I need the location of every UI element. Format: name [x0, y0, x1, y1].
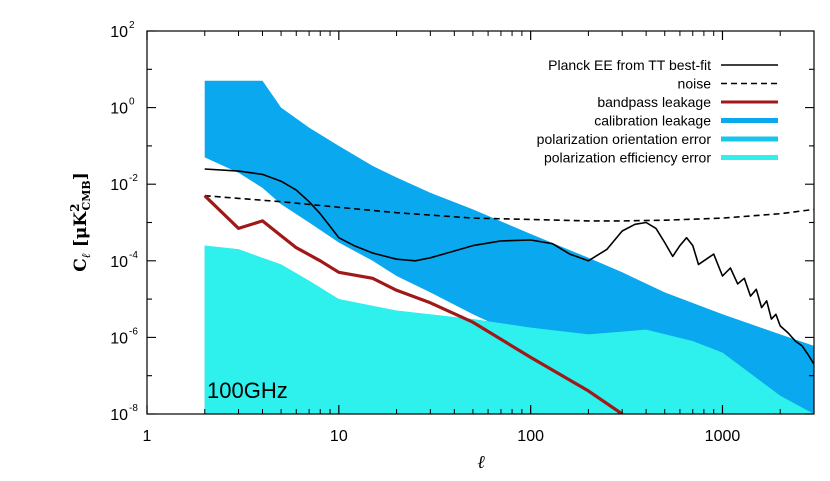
legend-label: bandpass leakage: [597, 94, 711, 110]
y-axis-label: Cℓ [μK2CMB]: [68, 172, 93, 272]
x-tick-label: 10: [330, 428, 348, 445]
y-label-main: C: [71, 258, 91, 272]
noise-line: [204, 194, 814, 222]
bandpass-leakage-line: [203, 194, 624, 414]
y-tick-exponent: -8: [129, 403, 138, 414]
y-tick-label: 10: [110, 254, 128, 271]
legend: Planck EE from TT best-fit noise bandpass …: [537, 57, 778, 166]
planck-ee-from-tt-best-fit-line: [204, 168, 814, 365]
y-label-unit: [μK: [71, 211, 91, 247]
legend-label: noise: [678, 76, 712, 92]
x-axis-label: ℓ: [477, 452, 485, 473]
line-layer: [203, 168, 814, 414]
y-tick-exponent: 0: [129, 97, 135, 108]
y-tick-label: 10: [110, 177, 128, 194]
x-tick-label: 100: [517, 428, 544, 445]
legend-label: polarization orientation error: [537, 131, 712, 147]
y-tick-label: 10: [110, 24, 128, 41]
y-axis-label-text: Cℓ [μK2CMB]: [68, 172, 93, 272]
frequency-annotation: 100GHz: [207, 378, 288, 403]
y-tick-exponent: -6: [129, 326, 138, 337]
x-tick-label: 1000: [705, 428, 741, 445]
x-tick-label: 1: [143, 428, 152, 445]
y-tick-label: 10: [110, 330, 128, 347]
y-label-unit-close: ]: [71, 172, 91, 180]
y-label-unit-sup: 2: [68, 203, 82, 211]
band-layer: [204, 80, 814, 414]
y-label-unit-sub: CMB: [80, 180, 93, 210]
y-tick-exponent: -4: [129, 250, 138, 261]
y-tick-label: 10: [110, 101, 128, 118]
y-label-sub: ℓ: [79, 253, 93, 258]
y-tick-exponent: -2: [129, 173, 138, 184]
y-tick-label: 10: [110, 407, 128, 424]
calibration-leakage-band: [204, 80, 814, 414]
polarization-efficiency-error-band: [204, 245, 814, 414]
legend-label: Planck EE from TT best-fit: [548, 57, 711, 73]
legend-label: calibration leakage: [594, 113, 711, 129]
y-tick-exponent: 2: [129, 20, 135, 31]
legend-label: polarization efficiency error: [544, 150, 711, 166]
